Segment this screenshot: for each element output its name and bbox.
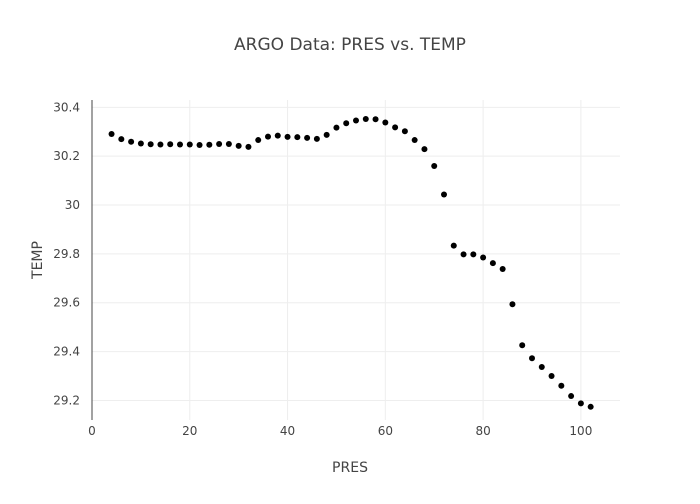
x-tick-label: 20 bbox=[182, 424, 197, 438]
data-point bbox=[157, 141, 164, 148]
data-point bbox=[362, 116, 369, 123]
data-point bbox=[489, 260, 496, 267]
data-point bbox=[538, 363, 545, 370]
data-point bbox=[177, 141, 183, 148]
x-tick-label: 0 bbox=[88, 424, 96, 438]
data-point bbox=[411, 137, 418, 144]
y-tick-label: 29.4 bbox=[53, 345, 80, 359]
data-point bbox=[216, 140, 223, 147]
grid bbox=[92, 100, 620, 420]
data-point bbox=[460, 251, 467, 258]
y-tick-label: 29.6 bbox=[53, 296, 80, 310]
data-point bbox=[431, 162, 438, 169]
data-point bbox=[313, 135, 320, 142]
data-point bbox=[470, 251, 477, 258]
x-tick-label: 40 bbox=[280, 424, 295, 438]
data-point bbox=[392, 124, 399, 131]
data-point bbox=[235, 142, 242, 149]
y-tick-label: 29.8 bbox=[53, 247, 80, 261]
data-point bbox=[294, 134, 301, 141]
data-point bbox=[265, 133, 271, 140]
x-tick-label: 100 bbox=[569, 424, 592, 438]
data-point bbox=[548, 373, 555, 380]
data-point bbox=[450, 242, 457, 249]
data-point bbox=[186, 141, 193, 148]
chart-title: ARGO Data: PRES vs. TEMP bbox=[234, 35, 466, 55]
x-axis-label: PRES bbox=[332, 460, 368, 476]
y-tick-labels: 29.2 29.4 29.6 29.8 30 30.2 30.4 bbox=[53, 100, 80, 407]
data-point bbox=[225, 140, 232, 147]
data-point bbox=[333, 124, 340, 131]
data-point bbox=[284, 133, 291, 140]
y-tick-label: 29.2 bbox=[53, 393, 80, 407]
data-point bbox=[421, 146, 428, 153]
data-point bbox=[128, 138, 135, 145]
data-point bbox=[245, 143, 252, 150]
y-tick-label: 30 bbox=[65, 198, 80, 212]
y-axis-label: TEMP bbox=[30, 241, 46, 280]
data-point bbox=[401, 128, 408, 135]
data-point bbox=[577, 400, 584, 407]
y-tick-label: 30.4 bbox=[53, 100, 80, 114]
data-point bbox=[167, 141, 174, 148]
data-point bbox=[274, 132, 281, 139]
data-points bbox=[108, 116, 594, 410]
data-point bbox=[568, 393, 575, 400]
data-point bbox=[587, 403, 594, 410]
data-point bbox=[108, 130, 115, 137]
data-point bbox=[206, 141, 213, 148]
data-point bbox=[372, 116, 379, 123]
data-point bbox=[480, 254, 487, 261]
data-point bbox=[382, 119, 389, 126]
data-point bbox=[558, 382, 565, 389]
data-point bbox=[137, 140, 144, 147]
data-point bbox=[519, 342, 526, 349]
data-point bbox=[529, 355, 535, 362]
y-tick-label: 30.2 bbox=[53, 149, 80, 163]
data-point bbox=[441, 191, 447, 198]
data-point bbox=[255, 137, 262, 144]
data-point bbox=[323, 131, 330, 138]
data-point bbox=[147, 141, 154, 148]
data-point bbox=[353, 117, 359, 124]
x-tick-label: 80 bbox=[475, 424, 490, 438]
data-point bbox=[118, 136, 125, 143]
data-point bbox=[343, 120, 350, 127]
data-point bbox=[196, 141, 203, 148]
data-point bbox=[499, 266, 506, 273]
data-point bbox=[304, 134, 311, 141]
x-tick-labels: 0 20 40 60 80 100 bbox=[88, 424, 592, 438]
data-point bbox=[509, 301, 516, 308]
x-tick-label: 60 bbox=[378, 424, 393, 438]
